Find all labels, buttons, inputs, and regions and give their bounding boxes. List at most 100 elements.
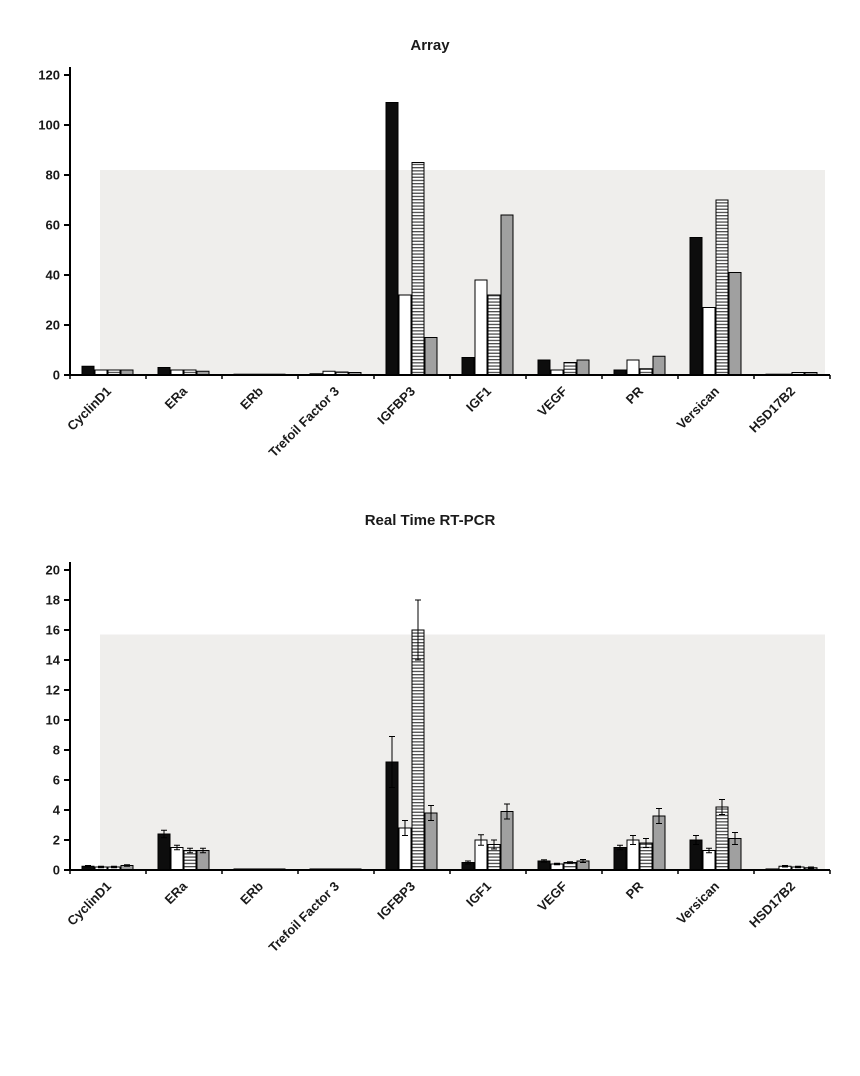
error-bar (415, 599, 421, 661)
error-bar (706, 847, 712, 854)
bar-group-cyclind1 (81, 864, 134, 871)
y-tick-label: 6 (53, 773, 60, 788)
bar-hatched (563, 362, 577, 376)
y-tick-label: 12 (46, 683, 60, 698)
bar-gray (196, 850, 210, 871)
bar-group-vegf (537, 359, 590, 376)
category-label: CyclinD1 (64, 879, 114, 929)
category-label: VEGF (534, 383, 570, 419)
array-chart-title: Array (410, 37, 450, 54)
bar-group-versican (689, 199, 742, 376)
error-bar (541, 859, 547, 863)
category-label: HSD17B2 (746, 879, 798, 931)
array-chart-plot: CyclinD1 ERa ERb Trefoil Factor 3 IGFBP3 IGF1… (38, 67, 831, 461)
bar-gray (728, 272, 742, 376)
y-tick-label: 40 (46, 268, 60, 283)
error-bar (200, 847, 206, 854)
bar-group-pr (613, 808, 666, 871)
bar-group-igf1 (461, 803, 514, 871)
category-label: ERa (162, 878, 191, 907)
bar-hatched (183, 850, 197, 871)
bar-black-solid (157, 833, 171, 871)
y-tick-label: 120 (38, 68, 60, 83)
error-bar (630, 835, 636, 845)
error-bar (656, 808, 662, 824)
bar-hatched (715, 199, 729, 376)
error-bar (98, 865, 104, 869)
error-bar (402, 820, 408, 836)
bar-hatched (715, 806, 729, 871)
y-tick-label: 20 (46, 318, 60, 333)
bar-group-igfbp3 (385, 102, 438, 376)
bar-gray (424, 337, 438, 376)
bar-white-open (474, 279, 488, 376)
y-tick-label: 80 (46, 168, 60, 183)
error-bar (719, 799, 725, 815)
y-tick-label: 0 (53, 368, 60, 383)
bar-black-solid (689, 237, 703, 376)
bar-group-versican (689, 799, 742, 871)
bar-hatched (411, 162, 425, 376)
category-label: IGFBP3 (374, 384, 418, 428)
bar-white-open (170, 847, 184, 871)
category-label: PR (623, 383, 647, 407)
bar-white-open (398, 294, 412, 376)
y-tick-label: 60 (46, 218, 60, 233)
bar-group-igfbp3 (385, 599, 438, 871)
plot-area-background (100, 634, 825, 870)
error-bar (85, 865, 91, 868)
y-tick-label: 2 (53, 833, 60, 848)
category-label: IGF1 (463, 384, 494, 415)
bar-hatched (487, 294, 501, 376)
category-label: Trefoil Factor 3 (266, 879, 343, 956)
error-bar (567, 861, 573, 864)
rtpcr-chart-title: Real Time RT-PCR (364, 512, 496, 529)
category-label: Versican (674, 383, 722, 431)
bar-white-open (702, 307, 716, 376)
bar-black-solid (537, 359, 551, 376)
y-tick-label: 16 (46, 623, 60, 638)
bar-white-open (702, 850, 716, 871)
error-bar (643, 838, 649, 848)
error-bar (795, 865, 801, 869)
error-bar (124, 864, 130, 867)
error-bar (554, 862, 560, 866)
bar-group-pr (613, 355, 666, 376)
bar-gray (500, 811, 514, 871)
category-label: ERa (162, 383, 191, 412)
error-bar (504, 803, 510, 820)
category-label: ERb (237, 878, 266, 907)
bar-black-solid (81, 365, 95, 376)
bar-black-solid (157, 367, 171, 376)
category-label: CyclinD1 (64, 384, 114, 434)
y-tick-label: 100 (38, 118, 60, 133)
category-label: ERb (237, 383, 266, 412)
bar-group-era (157, 829, 210, 871)
y-tick-label: 20 (46, 563, 60, 578)
category-label: VEGF (534, 878, 570, 914)
category-label: PR (623, 878, 647, 902)
error-bar (187, 847, 193, 854)
error-bar (161, 829, 167, 839)
category-label: Trefoil Factor 3 (266, 384, 343, 461)
y-tick-label: 14 (46, 653, 61, 668)
bar-black-solid (461, 357, 475, 376)
error-bar (465, 860, 471, 865)
bar-black-solid (613, 847, 627, 871)
error-bar (617, 844, 623, 851)
rtpcr-chart-plot: CyclinD1 ERa ERb Trefoil Factor 3 IGFBP3 IGF1… (46, 562, 831, 956)
category-label: IGF1 (463, 879, 494, 910)
error-bar (111, 865, 117, 869)
bar-white-open (626, 359, 640, 376)
y-tick-label: 4 (53, 803, 61, 818)
bar-black-solid (385, 102, 399, 376)
category-label: Versican (674, 878, 722, 926)
y-tick-label: 8 (53, 743, 60, 758)
bar-gray (424, 812, 438, 871)
error-bar (478, 834, 484, 846)
error-bar (428, 805, 434, 821)
error-bar (491, 839, 497, 850)
bar-gray (652, 355, 666, 376)
bar-gray (652, 815, 666, 871)
